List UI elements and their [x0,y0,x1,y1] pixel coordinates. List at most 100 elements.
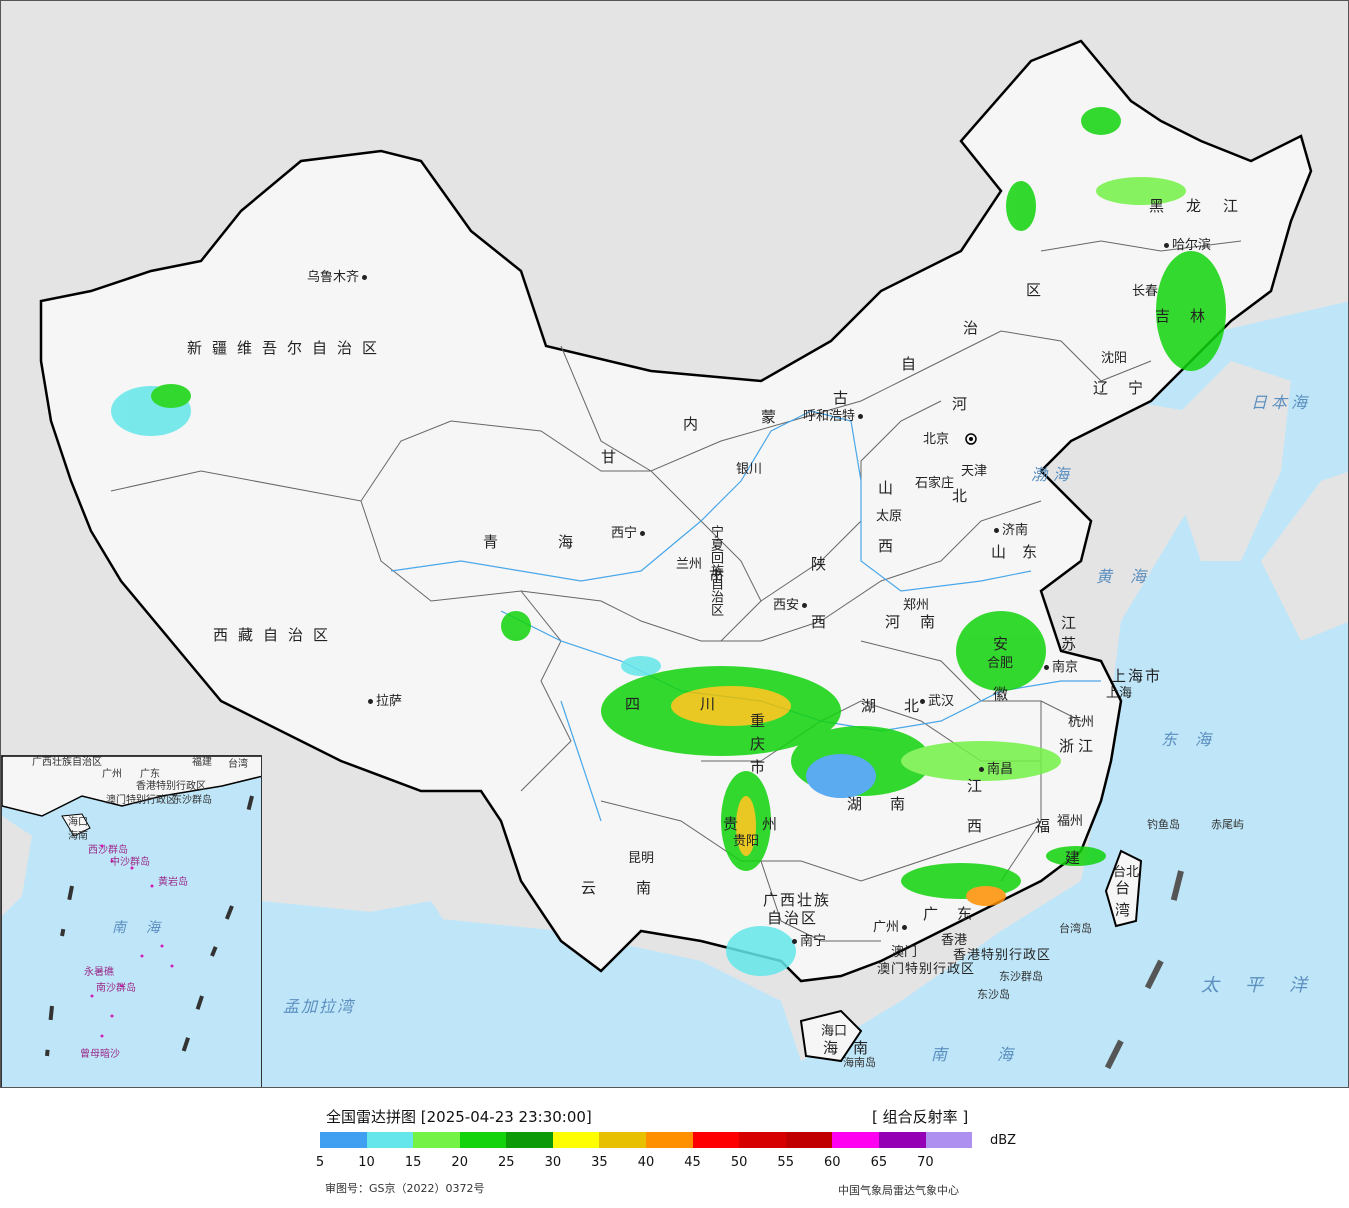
inset-guangdong: 广东 [140,769,160,780]
japan-land [1261,471,1348,641]
province-hebei-1: 河 [952,395,978,413]
province-neimeng-5: 治 [963,319,989,337]
city-guangzhou: 广州 [873,921,910,934]
inset-haikou: 海口 [68,817,88,828]
province-yunnan: 云南 [581,879,692,897]
legend-tick: 10 [358,1155,375,1170]
city-lanzhou: 兰州 [676,557,703,572]
inset-fujian: 福建 [192,757,212,768]
taiwan-land [1104,849,1143,928]
city-nanning: 南宁 [789,935,826,948]
province-xizang: 西藏自治区 [213,626,339,644]
radar-echoes [111,107,1226,976]
legend-color-bar [320,1132,973,1148]
legend-tick: 35 [591,1155,608,1170]
legend-swatch [366,1132,414,1148]
province-sichuan: 四川 [625,695,776,713]
region-macau-sar: 澳门特别行政区 [877,962,976,977]
city-wuhan: 武汉 [917,695,954,708]
city-hohhot: 呼和浩特 [803,410,866,423]
legend-product-type: [ 组合反射率 ] [872,1108,969,1126]
inset-nansha: 南沙群岛 [96,983,136,994]
region-hk-sar: 香港特别行政区 [953,948,1052,963]
city-xian: 西安 [773,599,810,612]
city-hefei: 合肥 [987,656,1014,671]
legend-title: 全国雷达拼图 [2025-04-23 23:30:00] [326,1108,592,1126]
province-anhui-2: 徽 [993,685,1019,703]
city-guiyang: 贵阳 [733,834,760,849]
inset-guangxi: 广西壮族自治区 [32,757,102,768]
inset-zhongsha: 中沙群岛 [110,857,150,868]
city-kunming: 昆明 [628,851,655,866]
province-gansu-shi: 市 [709,567,735,585]
data-credit: 中国气象局雷达气象中心 [838,1184,959,1197]
province-qinghai: 青海 [483,533,634,551]
province-shaanxi-1: 陕 [811,555,837,573]
inset-macau: 澳门特别行政区 [106,795,176,806]
province-heilongjiang: 黑龙江 [1149,197,1261,215]
province-anhui-1: 安 [993,635,1019,653]
province-neimeng-2: 蒙 [761,408,787,426]
province-taiwan-2: 湾 [1115,901,1141,919]
island-dongsha-qundao: 东沙群岛 [999,970,1043,983]
city-fuzhou: 福州 [1057,814,1084,829]
sea-bohai: 渤海 [1031,465,1076,484]
province-guangxi-2: 自治区 [767,909,819,927]
legend-swatch [413,1132,460,1148]
city-tianjin: 天津 [961,464,988,479]
korea-land [1171,361,1291,561]
map-canvas [39,39,1348,1087]
inset-taiwan: 台湾 [228,759,248,770]
province-guizhou: 贵州 [723,815,802,833]
inset-hainan: 海南 [68,831,88,842]
province-chongqing: 重庆市 [748,713,766,782]
province-guangdong-1: 广 [923,905,949,923]
city-lhasa: 拉萨 [365,695,402,708]
city-shenyang: 沈阳 [1101,351,1128,366]
legend-swatch [599,1132,647,1148]
city-zhengzhou: 郑州 [903,598,930,613]
city-hongkong: 香港 [941,933,968,948]
legend-swatch [832,1132,879,1148]
city-nanchang: 南昌 [976,763,1013,776]
province-hainan-1: 海 [823,1039,849,1057]
province-gansu: 甘 [601,448,627,466]
legend-swatch [925,1132,973,1148]
dashed-boundary [1098,870,1184,1083]
province-hainan-2: 南 [853,1039,879,1057]
hainan-land [799,1009,863,1063]
sea-taipingyang: 太平洋 [1201,975,1333,996]
city-taibei: 台北 [1113,865,1140,880]
legend-tick: 5 [315,1155,325,1170]
sea-mengjialawan: 孟加拉湾 [283,997,356,1016]
legend-tick: 20 [451,1155,468,1170]
province-hubei: 湖北 [861,697,948,715]
sea-ribenhai: 日本海 [1251,393,1312,412]
province-xinjiang: 新疆维吾尔自治区 [187,339,388,357]
province-jiangxi-1: 江 [967,777,993,795]
city-yinchuan: 银川 [736,462,763,477]
province-shanghai: 上海市 [1111,667,1163,685]
province-henan: 河南 [885,613,956,631]
legend-swatch [739,1132,786,1148]
city-macau: 澳门 [891,945,918,960]
legend-swatch [692,1132,740,1148]
island-taiwandao: 台湾岛 [1059,922,1092,935]
island-hainandao: 海南岛 [843,1056,876,1069]
legend-swatch [320,1132,367,1148]
legend-tick: 70 [917,1155,934,1170]
province-fujian-2: 建 [1065,849,1091,867]
inset-hk: 香港特别行政区 [136,781,206,792]
city-changchun: 长春 [1132,284,1159,299]
inset-guangzhou: 广州 [102,769,122,780]
province-zhejiang: 浙江 [1059,737,1098,755]
legend-tick: 55 [777,1155,794,1170]
province-neimeng-3: 古 [833,389,859,407]
sea-donghai: 东海 [1161,730,1230,749]
inset-xisha: 西沙群岛 [88,845,128,856]
province-ningxia: 宁夏回族自治区 [708,525,723,616]
legend-swatch [506,1132,553,1148]
legend-swatch [552,1132,600,1148]
capital-marker [965,433,977,445]
province-guangxi-1: 广西壮族 [763,891,832,909]
